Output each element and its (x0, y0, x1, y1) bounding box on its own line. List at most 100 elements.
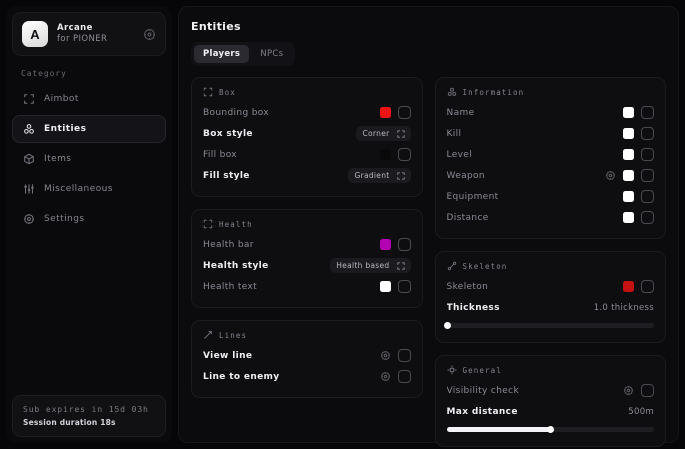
row-label: Skeleton (446, 281, 489, 292)
sidebar-item-settings[interactable]: Settings (12, 205, 166, 233)
color-swatch[interactable] (623, 191, 634, 202)
card-title: Lines (219, 330, 248, 340)
gear-icon[interactable] (380, 371, 391, 382)
line-diagonal-icon (203, 330, 213, 340)
sidebar-item-label: Settings (44, 214, 85, 224)
card-information: Information Name Kill Level (434, 77, 666, 239)
toggle-checkbox[interactable] (397, 106, 411, 119)
row-max-distance: Max distance 500m (447, 401, 655, 422)
sidebar-item-label: Miscellaneous (44, 184, 113, 194)
color-swatch[interactable] (623, 170, 634, 181)
row-label: Level (446, 149, 473, 160)
thickness-value: 1.0 thickness (593, 302, 654, 313)
sidebar-item-aimbot[interactable]: Aimbot (12, 85, 166, 113)
row-label: Thickness (446, 302, 500, 313)
card-lines: Lines View line Line to ene (191, 320, 423, 398)
toggle-checkbox[interactable] (397, 148, 411, 161)
toggle-checkbox[interactable] (641, 211, 654, 224)
tab-bar: Players NPCs (191, 42, 296, 66)
row-label: Equipment (446, 191, 499, 202)
gear-icon[interactable] (605, 170, 616, 181)
color-swatch[interactable] (623, 128, 634, 139)
box-3d-icon (23, 153, 35, 165)
dropdown-value: Health based (336, 261, 390, 270)
color-swatch[interactable] (379, 107, 391, 118)
row-visibility-check: Visibility check (446, 380, 654, 401)
color-swatch[interactable] (623, 212, 634, 223)
toggle-checkbox[interactable] (641, 280, 654, 293)
sliders-icon (23, 183, 35, 195)
row-label: Health style (203, 260, 269, 271)
row-label: Fill style (203, 170, 250, 181)
row-level: Level (446, 144, 654, 165)
row-label: Distance (446, 212, 489, 223)
dropdown-value: Corner (362, 129, 390, 138)
sidebar-item-miscellaneous[interactable]: Miscellaneous (12, 175, 166, 203)
card-header: Lines (203, 330, 411, 340)
toggle-checkbox[interactable] (397, 370, 411, 383)
gear-icon (23, 213, 35, 225)
main-panel: Entities Players NPCs Box (178, 6, 679, 447)
card-box: Box Bounding box Box style Corner (191, 77, 423, 197)
gear-icon[interactable] (380, 350, 391, 361)
toggle-checkbox[interactable] (641, 127, 654, 140)
toggle-checkbox[interactable] (397, 280, 411, 293)
left-column: Box Bounding box Box style Corner (191, 77, 423, 432)
toggle-checkbox[interactable] (641, 384, 654, 397)
slider-knob[interactable] (444, 321, 452, 329)
color-swatch[interactable] (623, 281, 634, 292)
slider-knob[interactable] (546, 425, 554, 433)
toggle-checkbox[interactable] (397, 238, 411, 251)
color-swatch[interactable] (379, 281, 391, 292)
expand-icon (396, 129, 405, 138)
subscription-expiry: Sub expires in 15d 03h (23, 405, 149, 414)
max-distance-slider-row (446, 422, 654, 436)
sidebar-nav: Aimbot Entities Items (12, 85, 166, 233)
row-kill: Kill (446, 123, 654, 144)
sidebar-item-items[interactable]: Items (12, 145, 166, 173)
toggle-checkbox[interactable] (641, 106, 654, 119)
max-distance-slider[interactable] (446, 425, 654, 433)
card-title: Health (219, 219, 253, 229)
card-title: Skeleton (462, 261, 508, 271)
expand-icon (396, 171, 405, 180)
color-swatch[interactable] (623, 107, 634, 118)
toggle-checkbox[interactable] (641, 190, 654, 203)
row-label: Max distance (446, 406, 518, 417)
row-label: Bounding box (203, 107, 270, 118)
tab-npcs[interactable]: NPCs (260, 49, 284, 59)
sidebar-item-entities[interactable]: Entities (12, 115, 166, 143)
card-skeleton: Skeleton Skeleton Thickness 1.0 thicknes… (434, 251, 666, 343)
sidebar-item-label: Items (44, 154, 72, 164)
toggle-checkbox[interactable] (641, 148, 654, 161)
box-style-dropdown[interactable]: Corner (356, 126, 411, 141)
card-title: Information (462, 87, 525, 97)
fill-style-dropdown[interactable]: Gradient (348, 168, 411, 183)
gear-icon[interactable] (623, 385, 634, 396)
row-health-bar: Health bar (203, 234, 411, 255)
profile-card[interactable]: A Arcane for PIONER (12, 12, 166, 56)
gear-icon[interactable] (143, 28, 156, 41)
row-label: Kill (446, 128, 462, 139)
color-swatch[interactable] (379, 239, 391, 250)
thickness-slider[interactable] (444, 321, 654, 329)
row-fill-box: Fill box (203, 144, 411, 165)
color-swatch[interactable] (623, 149, 634, 160)
row-line-to-enemy: Line to enemy (203, 366, 411, 387)
card-general: General Visibility check Ma (434, 355, 666, 447)
toggle-checkbox[interactable] (397, 349, 411, 362)
tab-players[interactable]: Players (194, 45, 250, 63)
profile-name: Arcane (57, 23, 93, 34)
row-label: Fill box (203, 149, 237, 160)
toggle-checkbox[interactable] (641, 169, 654, 182)
row-view-line: View line (203, 345, 411, 366)
color-swatch[interactable] (379, 149, 391, 160)
row-bounding-box: Bounding box (203, 102, 411, 123)
entities-icon (23, 123, 35, 135)
sidebar: A Arcane for PIONER Category Ai (6, 6, 172, 443)
health-style-dropdown[interactable]: Health based (330, 258, 411, 273)
bounding-box-icon (203, 87, 213, 97)
card-header: General (446, 365, 655, 375)
row-label: Visibility check (446, 385, 520, 396)
